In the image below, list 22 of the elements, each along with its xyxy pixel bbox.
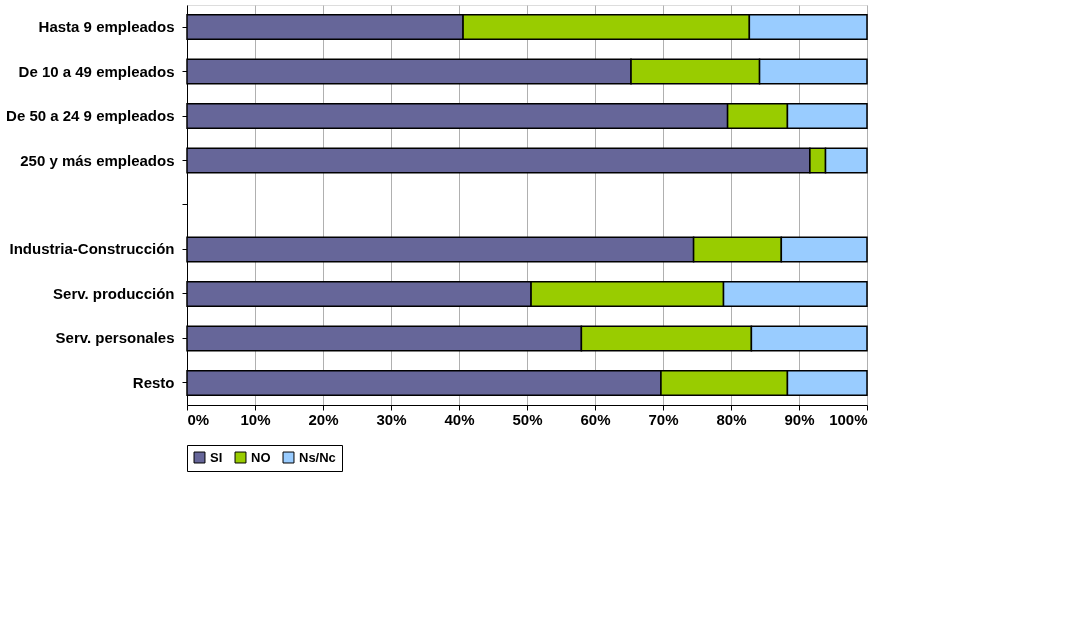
legend-label: SI <box>210 449 223 465</box>
legend-label: Ns/Nc <box>299 449 336 465</box>
y-tick-label: De 50 a 24 9 empleados <box>6 107 175 125</box>
x-tick-label: 0% <box>187 410 210 428</box>
x-tick-label: 50% <box>512 410 543 428</box>
y-tick-label: De 10 a 49 empleados <box>18 62 175 80</box>
x-tick-label: 20% <box>308 410 339 428</box>
x-tick-label: 80% <box>716 410 747 428</box>
y-tick-label: 250 y más empleados <box>20 151 175 169</box>
x-tick-label: 90% <box>784 410 815 428</box>
y-tick-label: Serv. personales <box>55 329 175 347</box>
x-tick-label: 100% <box>829 410 868 428</box>
y-tick-label: Resto <box>132 373 175 391</box>
y-tick-label: Industria-Construcción <box>9 240 175 258</box>
x-tick-label: 40% <box>444 410 475 428</box>
x-tick-label: 60% <box>580 410 611 428</box>
y-tick-label: Hasta 9 empleados <box>38 18 175 36</box>
x-tick-label: 10% <box>240 410 271 428</box>
x-tick-label: 30% <box>376 410 407 428</box>
legend-label: NO <box>251 449 271 465</box>
x-tick-label: 70% <box>648 410 679 428</box>
y-tick-label: Serv. producción <box>53 284 175 302</box>
